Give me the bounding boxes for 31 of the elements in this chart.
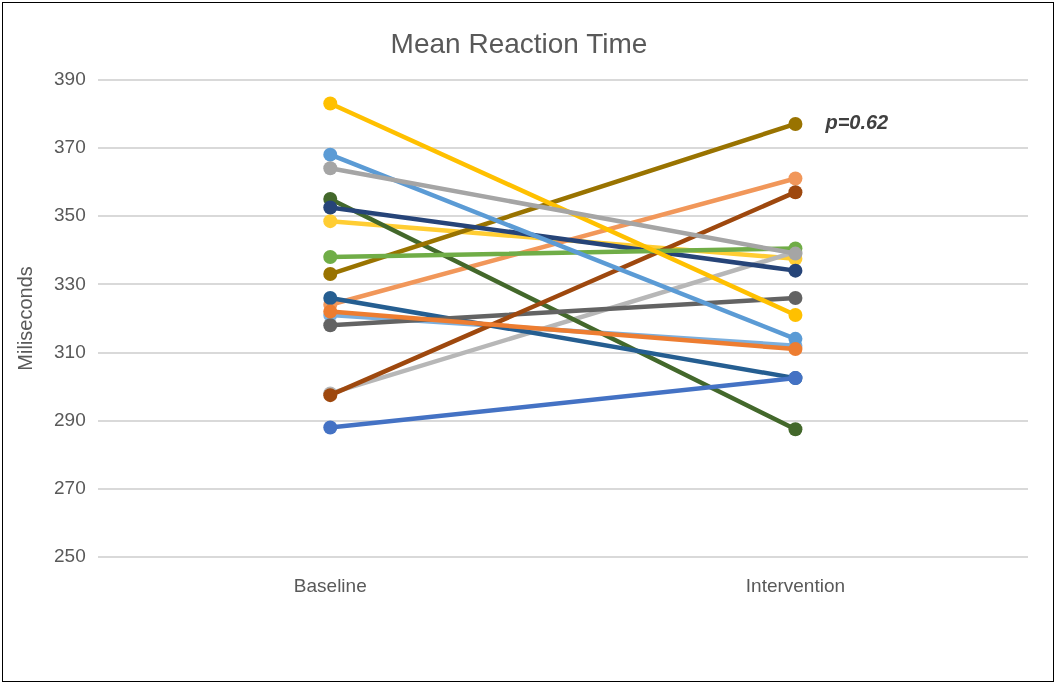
point [323, 249, 338, 264]
y-tick-label: 270 [54, 477, 86, 499]
y-tick-label: 390 [54, 67, 86, 89]
point [323, 147, 338, 162]
point [323, 290, 338, 305]
point [788, 116, 803, 131]
point [323, 420, 338, 435]
point [788, 290, 803, 305]
annotation: p=0.62 [824, 111, 889, 134]
point [788, 342, 803, 357]
point [788, 307, 803, 322]
y-tick-label: 330 [54, 272, 86, 294]
point [788, 185, 803, 200]
point [788, 263, 803, 278]
point [323, 318, 338, 333]
x-tick-label: Baseline [293, 574, 367, 596]
point [323, 214, 338, 229]
point [323, 161, 338, 176]
y-tick-label: 350 [54, 204, 86, 226]
y-tick-label: 250 [54, 545, 86, 567]
point [788, 171, 803, 186]
point [788, 422, 803, 437]
y-axis-title: Miliseconds [13, 266, 36, 371]
x-tick-label: Intervention [745, 574, 846, 596]
y-tick-label: 370 [54, 136, 86, 158]
point [323, 96, 338, 111]
point [323, 267, 338, 282]
y-tick-label: 310 [54, 340, 86, 362]
point [323, 200, 338, 215]
y-tick-label: 290 [54, 408, 86, 430]
chart-title: Mean Reaction Time [390, 27, 648, 59]
